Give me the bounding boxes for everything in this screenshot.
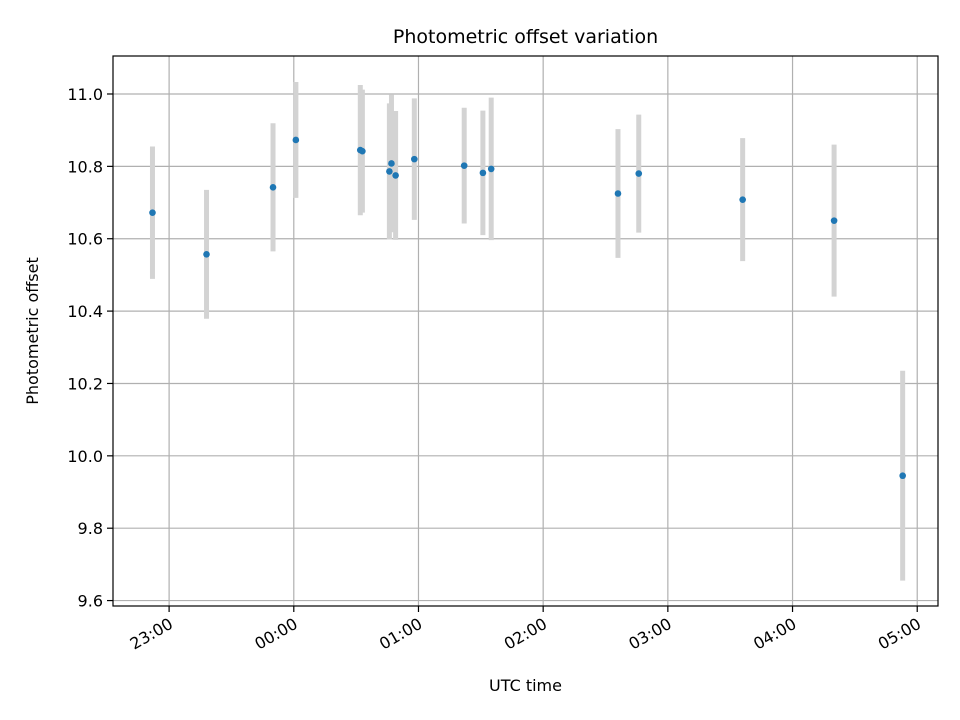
data-point [392,172,399,179]
data-point [411,155,418,163]
y-tick-label: 9.8 [78,519,103,538]
data-point [203,250,210,258]
y-tick-label: 11.0 [67,85,103,104]
y-tick-label: 9.6 [78,592,103,611]
y-tick-label: 10.4 [67,302,103,321]
plot-frame [112,55,939,607]
y-axis-label: Photometric offset [23,257,42,405]
data-point [388,160,395,167]
y-tick-label: 10.2 [67,374,103,393]
data-point [479,169,487,177]
data-point [149,209,156,216]
data-point [614,190,622,197]
data-point [899,472,906,480]
data-points [149,136,906,480]
data-point [292,136,300,144]
grid-lines [113,56,938,606]
data-point [739,196,746,203]
data-point [460,162,468,169]
data-point [269,184,277,191]
data-point [386,168,393,175]
chart-title: Photometric offset variation [393,26,658,48]
y-tick-label: 10.8 [67,157,103,176]
data-point [635,170,643,177]
plot-area [113,56,938,606]
data-point [359,147,366,155]
data-point [830,217,838,224]
y-tick-label: 10.0 [67,447,103,466]
y-axis: 9.6 9.8 10.0 10.2 10.4 10.6 10.8 11.0 [67,85,113,611]
x-axis-label: UTC time [489,676,562,695]
y-tick-label: 10.6 [67,230,103,249]
data-point [487,165,495,173]
